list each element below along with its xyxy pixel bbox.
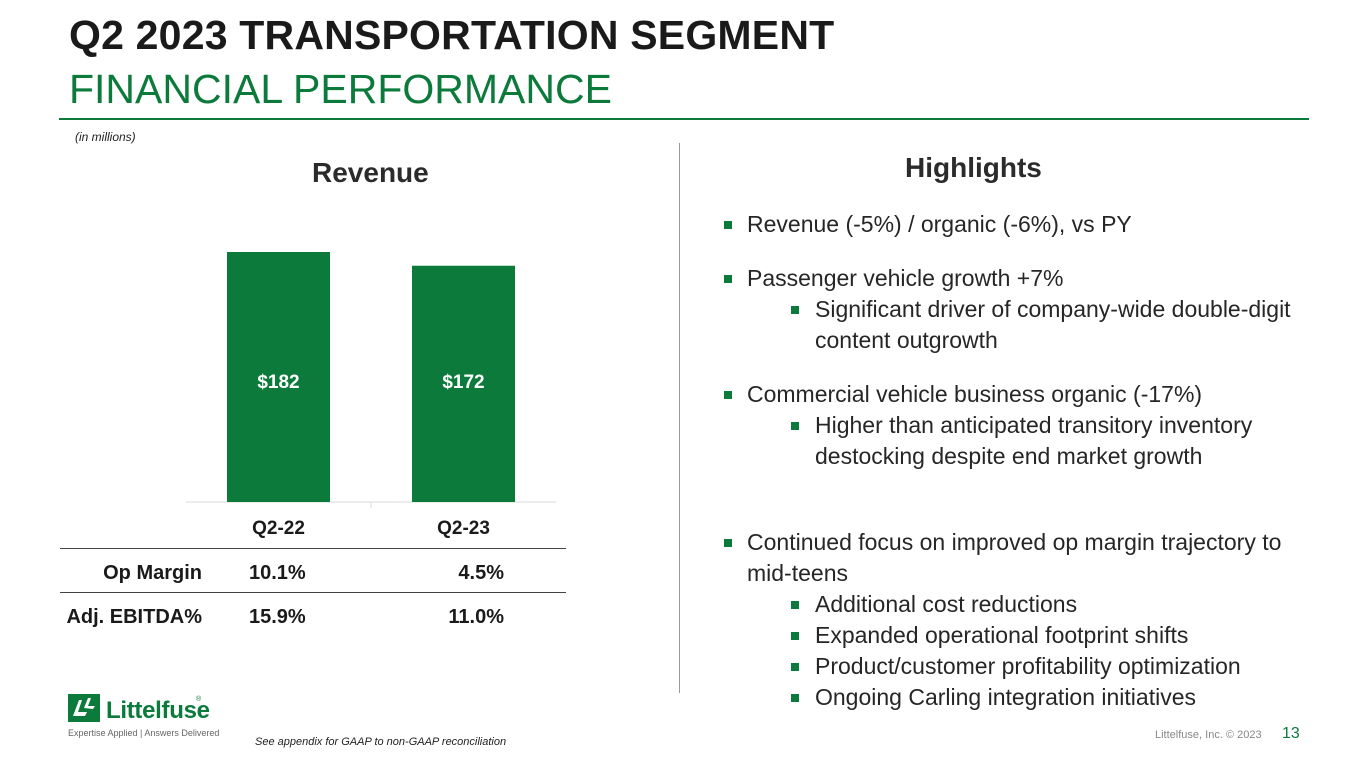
bullet-text: Significant driver of company-wide doubl… <box>815 296 1291 353</box>
logo-wordmark: Littelfuse <box>106 697 210 724</box>
bullet-commercial-vehicle: Commercial vehicle business organic (-17… <box>724 379 1307 410</box>
value-q2-23: 4.5% <box>458 562 504 584</box>
bar-q2-23 <box>412 265 515 502</box>
title-rule <box>59 118 1309 120</box>
littelfuse-logo: Littelfuse ® Expertise Applied | Answers… <box>68 694 220 742</box>
logo-tagline: Expertise Applied | Answers Delivered <box>68 728 220 738</box>
sub-bullet-footprint-shifts: Expanded operational footprint shifts <box>791 620 1295 651</box>
gaap-footnote: See appendix for GAAP to non-GAAP reconc… <box>255 736 507 748</box>
value-q2-22: 15.9% <box>249 606 306 628</box>
bullet-icon <box>791 632 799 640</box>
bullet-text: Continued focus on improved op margin tr… <box>747 529 1282 586</box>
bar-data-label: $172 <box>442 372 484 393</box>
bullet-text: Additional cost reductions <box>815 591 1078 617</box>
logo-registered: ® <box>196 696 202 703</box>
sub-bullet-cost-reductions: Additional cost reductions <box>791 589 1295 620</box>
bullet-text: Product/customer profitability optimizat… <box>815 653 1241 679</box>
table-row-op-margin: Op Margin 10.1% 4.5% <box>60 550 566 594</box>
table-row-adj-ebitda: Adj. EBITDA% 15.9% 11.0% <box>60 594 566 638</box>
page-title: Q2 2023 TRANSPORTATION SEGMENT <box>69 12 835 58</box>
page-subtitle: FINANCIAL PERFORMANCE <box>69 66 612 112</box>
bullet-icon <box>724 221 732 229</box>
bullet-icon <box>791 306 799 314</box>
value-q2-23: 11.0% <box>448 606 504 628</box>
copyright: Littelfuse, Inc. © 2023 <box>1155 729 1262 741</box>
row-label: Adj. EBITDA% <box>66 606 202 628</box>
bullet-text: Higher than anticipated transitory inven… <box>815 412 1253 469</box>
table-rule-top <box>60 548 566 549</box>
chart-title: Revenue <box>312 157 429 188</box>
highlights-title: Highlights <box>905 152 1042 183</box>
units-note: (in millions) <box>75 130 136 144</box>
bullet-icon <box>724 391 732 399</box>
revenue-chart: $182 Q2-22 $172 Q2-23 <box>186 252 556 539</box>
bullet-op-margin-focus: Continued focus on improved op margin tr… <box>724 527 1307 589</box>
bullet-text: Commercial vehicle business organic (-17… <box>747 381 1203 407</box>
column-divider <box>679 143 680 693</box>
page-number: 13 <box>1282 725 1300 742</box>
bar-data-label: $182 <box>257 372 299 393</box>
bar-q2-22 <box>227 252 330 502</box>
bullet-icon <box>791 601 799 609</box>
bullet-text: Ongoing Carling integration initiatives <box>815 684 1196 710</box>
bullet-passenger-vehicle: Passenger vehicle growth +7% <box>724 263 1307 294</box>
bullet-text: Passenger vehicle growth +7% <box>747 265 1064 291</box>
bullet-icon <box>791 422 799 430</box>
sub-bullet-profitability: Product/customer profitability optimizat… <box>791 651 1295 682</box>
bullet-icon <box>724 275 732 283</box>
table-rule-mid <box>60 592 566 593</box>
row-label: Op Margin <box>103 562 202 584</box>
sub-bullet-content-outgrowth: Significant driver of company-wide doubl… <box>791 294 1295 356</box>
bullet-text: Expanded operational footprint shifts <box>815 622 1189 648</box>
value-q2-22: 10.1% <box>249 562 306 584</box>
sub-bullet-carling: Ongoing Carling integration initiatives <box>791 682 1295 713</box>
bullet-icon <box>791 663 799 671</box>
sub-bullet-destocking: Higher than anticipated transitory inven… <box>791 410 1295 472</box>
x-tick-label: Q2-22 <box>252 518 305 539</box>
x-tick-label: Q2-23 <box>437 518 490 539</box>
bullet-icon <box>791 694 799 702</box>
bullet-text: Revenue (-5%) / organic (-6%), vs PY <box>747 211 1132 237</box>
bullet-icon <box>724 539 732 547</box>
logo-mark-icon <box>68 694 100 722</box>
bullet-revenue: Revenue (-5%) / organic (-6%), vs PY <box>724 209 1307 240</box>
